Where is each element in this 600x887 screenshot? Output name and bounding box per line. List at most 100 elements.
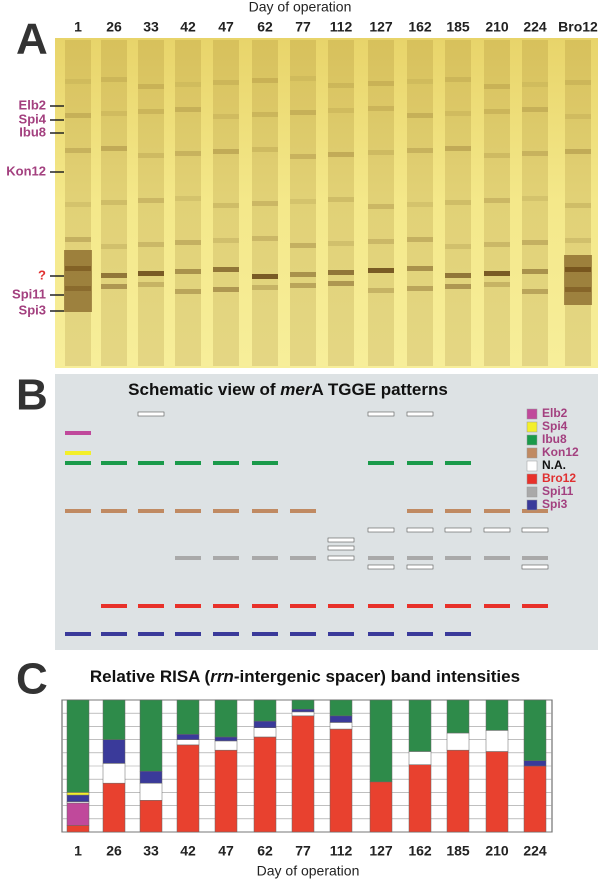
schematic-band — [445, 604, 471, 608]
x-tick-label: 26 — [106, 843, 122, 859]
bar-segment — [329, 699, 353, 717]
schematic-band — [522, 509, 548, 513]
gel-band — [407, 79, 433, 84]
band-label: Spi3 — [19, 302, 46, 317]
schematic-band — [445, 556, 471, 560]
panel-c: C Relative RISA (rrn-intergenic spacer) … — [16, 655, 553, 879]
schematic-band — [445, 509, 471, 513]
gel-band — [484, 271, 510, 276]
gel-band — [175, 269, 201, 274]
schematic-band — [213, 632, 239, 636]
schematic-band — [290, 556, 316, 560]
schematic-band — [328, 632, 354, 636]
gel-lane — [445, 40, 471, 366]
schematic-band — [101, 509, 127, 513]
bar-segment — [66, 792, 90, 796]
bar-segment — [176, 734, 200, 740]
bar-segment — [66, 802, 90, 826]
schematic-bg — [55, 374, 598, 650]
lane-label: 47 — [218, 19, 234, 35]
band-label: Spi4 — [19, 111, 47, 126]
gel-band — [138, 198, 164, 203]
gel-band — [138, 242, 164, 247]
schematic-band — [521, 564, 549, 570]
bar-segment — [214, 740, 238, 751]
gel-band — [175, 196, 201, 201]
gel-lane — [101, 40, 127, 366]
legend-label: Kon12 — [542, 445, 579, 459]
gel-band — [101, 273, 127, 278]
schematic-band — [290, 604, 316, 608]
schematic-band — [327, 537, 355, 543]
gel-lane — [407, 40, 433, 366]
gel-band — [328, 83, 354, 88]
schematic-band — [484, 509, 510, 513]
bar-segment — [291, 699, 315, 710]
schematic-band — [101, 461, 127, 465]
schematic-band — [407, 604, 433, 608]
schematic-band — [213, 461, 239, 465]
panel-label: A — [16, 15, 48, 64]
schematic-band — [65, 461, 91, 465]
lane-label: 112 — [330, 19, 353, 35]
gel-band — [445, 111, 471, 116]
gel-band — [328, 270, 354, 275]
lane-label: 162 — [408, 19, 432, 35]
schematic-band — [138, 632, 164, 636]
gel-band — [213, 267, 239, 272]
bar-segment — [485, 730, 509, 752]
bar-segment — [408, 751, 432, 765]
schematic-band — [252, 604, 278, 608]
gel-band — [522, 269, 548, 274]
gel-band — [290, 76, 316, 81]
schematic-band — [138, 461, 164, 465]
gel-band — [328, 241, 354, 246]
bar-segment — [214, 736, 238, 742]
schematic-band — [445, 632, 471, 636]
bar-segment — [446, 699, 470, 734]
x-tick-label: 1 — [74, 843, 82, 859]
gel-band — [290, 243, 316, 248]
bar-segment — [139, 782, 163, 801]
bar-segment — [139, 699, 163, 772]
x-tick-label: 112 — [330, 843, 353, 859]
gel-band — [484, 282, 510, 287]
gel-smear — [64, 250, 92, 312]
legend-label: Ibu8 — [542, 432, 567, 446]
gel-band — [445, 200, 471, 205]
bar-segment — [66, 794, 90, 802]
gel-band — [65, 202, 91, 207]
gel-band — [368, 150, 394, 155]
x-tick-label: 185 — [446, 843, 470, 859]
bar-segment — [291, 715, 315, 833]
schematic-band — [137, 411, 165, 417]
legend-label: Elb2 — [542, 406, 568, 420]
lane-label: 62 — [257, 19, 273, 35]
gel-band — [565, 238, 591, 243]
bar-segment — [102, 782, 126, 833]
gel-lane — [484, 40, 510, 366]
x-tick-label: 224 — [523, 843, 547, 859]
gel-band — [445, 284, 471, 289]
schematic-band — [327, 555, 355, 561]
gel-band — [252, 285, 278, 290]
gel-band — [213, 203, 239, 208]
lane-label: 42 — [180, 19, 196, 35]
gel-smear — [564, 255, 592, 305]
lane-label: 127 — [369, 19, 393, 35]
gel-band — [407, 237, 433, 242]
x-tick-label: 33 — [143, 843, 159, 859]
schematic-band — [252, 461, 278, 465]
bar-segment — [176, 699, 200, 735]
gel-band — [484, 153, 510, 158]
schematic-band — [65, 632, 91, 636]
gel-band — [445, 273, 471, 278]
bar-segment — [253, 720, 277, 728]
gel-band — [290, 272, 316, 277]
gel-band — [328, 281, 354, 286]
gel-band — [101, 284, 127, 289]
gel-band — [290, 154, 316, 159]
schematic-band — [367, 411, 395, 417]
legend-swatch — [526, 486, 538, 498]
schematic-band — [290, 632, 316, 636]
